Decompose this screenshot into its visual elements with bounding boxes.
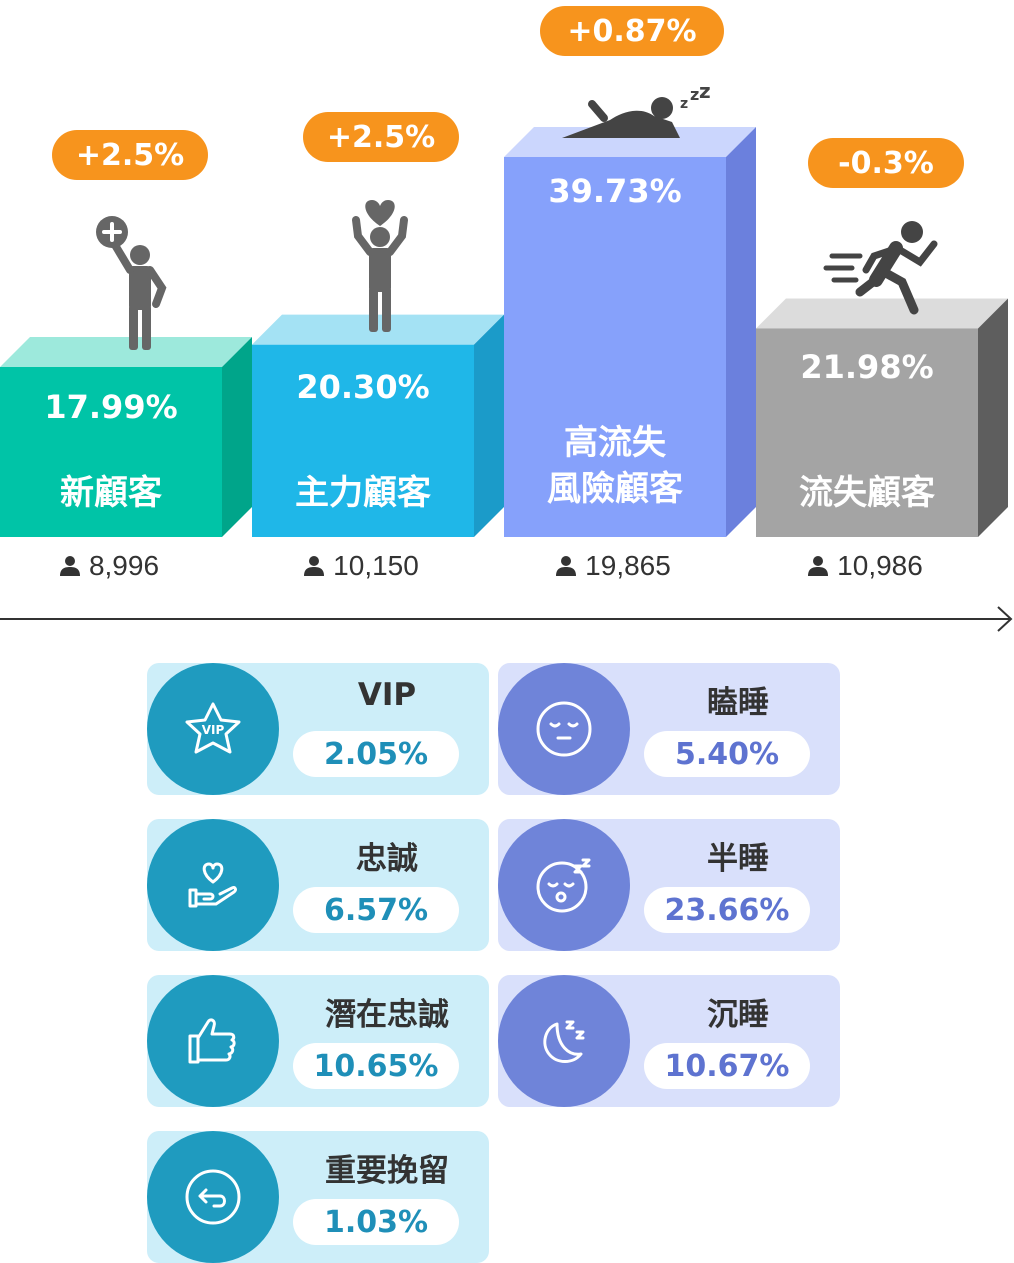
bar-side-face — [726, 127, 756, 537]
bar-category-label: 高流失 風險顧客 — [547, 423, 683, 509]
bar-side-face — [222, 337, 252, 537]
svg-text:VIP: VIP — [202, 723, 225, 737]
user-icon — [304, 556, 325, 576]
bar-value-label: 17.99% — [44, 388, 178, 426]
segment-icon-circle — [147, 975, 279, 1107]
bar-2 — [252, 314, 504, 537]
bar-3 — [504, 127, 756, 537]
change-badge: +0.87% — [540, 6, 724, 56]
change-badge: -0.3% — [808, 138, 964, 188]
segment-name: 半睡 — [707, 841, 769, 877]
customer-count-value: 8,996 — [88, 550, 160, 581]
snoring-face-icon — [536, 858, 591, 913]
customer-count: 10,150 — [250, 550, 472, 582]
segment-value: 23.66% — [644, 887, 810, 933]
segment-value: 6.57% — [293, 887, 459, 933]
customer-count: 10,986 — [754, 550, 976, 582]
loyal-segment-card: VIP VIP 2.05% — [147, 663, 489, 795]
bar-category-label: 流失顧客 — [799, 473, 935, 513]
segment-icon-circle — [498, 663, 630, 795]
change-badge: +2.5% — [52, 130, 208, 180]
bar-1 — [0, 337, 252, 537]
bar-top-face — [0, 337, 252, 367]
x-axis-arrow — [0, 606, 1013, 632]
bar-top-face — [756, 298, 1008, 329]
bar-side-face — [474, 314, 504, 537]
user-icon — [556, 556, 577, 576]
sleepy-face-icon — [536, 701, 592, 757]
thumbs-up-icon — [188, 1018, 236, 1064]
user-icon — [59, 556, 80, 576]
person-heart-icon — [352, 200, 408, 332]
svg-text:z: z — [699, 79, 711, 103]
segment-name: 忠誠 — [356, 841, 418, 877]
segment-icon-circle — [498, 975, 630, 1107]
segment-icon-circle: VIP — [147, 663, 279, 795]
segment-icon-circle — [147, 1131, 279, 1263]
bar-4 — [756, 298, 1008, 537]
bar-front-face — [0, 367, 222, 537]
bar-category-label: 主力顧客 — [295, 473, 431, 513]
svg-text:z: z — [680, 96, 688, 112]
moon-zzz-icon — [543, 1020, 585, 1063]
segment-value: 1.03% — [293, 1199, 459, 1245]
bar-front-face — [252, 344, 474, 537]
segment-value: 5.40% — [644, 731, 810, 777]
bar-value-label: 39.73% — [548, 172, 682, 210]
heart-hand-icon — [188, 862, 237, 908]
loyal-segment-card: 忠誠 6.57% — [147, 819, 489, 951]
bar-front-face — [504, 157, 726, 537]
bar-side-face — [978, 298, 1008, 537]
segment-icon-circle — [498, 819, 630, 951]
customer-count-value: 10,150 — [333, 550, 419, 581]
sleep-segment-card: 瞌睡 5.40% — [498, 663, 840, 795]
segment-icon-circle — [147, 819, 279, 951]
segment-name: 瞌睡 — [707, 685, 769, 721]
segment-value: 10.67% — [644, 1043, 810, 1089]
customer-count: 19,865 — [502, 550, 724, 582]
customer-count-value: 10,986 — [837, 550, 923, 581]
segment-value: 10.65% — [293, 1043, 459, 1089]
user-icon — [808, 556, 829, 576]
person-add-icon — [96, 216, 167, 350]
bar-category-label: 新顧客 — [60, 473, 162, 513]
customer-count-value: 19,865 — [585, 550, 671, 581]
bar-front-face — [756, 328, 978, 537]
loyal-segment-card: 重要挽留 1.03% — [147, 1131, 489, 1263]
bar-value-label: 20.30% — [296, 368, 430, 406]
return-arrow-icon — [185, 1169, 241, 1225]
segment-name: 重要挽留 — [325, 1153, 449, 1189]
person-running-icon — [823, 221, 938, 315]
segment-name: 沉睡 — [707, 997, 769, 1033]
bar-top-face — [504, 127, 756, 157]
bar-value-label: 21.98% — [800, 348, 934, 386]
sleep-segment-card: 沉睡 10.67% — [498, 975, 840, 1107]
customer-count: 8,996 — [0, 550, 220, 582]
sleep-segment-card: 半睡 23.66% — [498, 819, 840, 951]
loyal-segment-card: 潛在忠誠 10.65% — [147, 975, 489, 1107]
segment-value: 2.05% — [293, 731, 459, 777]
svg-text:z: z — [690, 85, 699, 104]
segment-name: VIP — [357, 677, 417, 713]
vip-star-icon: VIP — [185, 702, 241, 754]
segment-name: 潛在忠誠 — [325, 997, 449, 1033]
bar-top-face — [252, 314, 504, 345]
change-badge: +2.5% — [303, 112, 459, 162]
